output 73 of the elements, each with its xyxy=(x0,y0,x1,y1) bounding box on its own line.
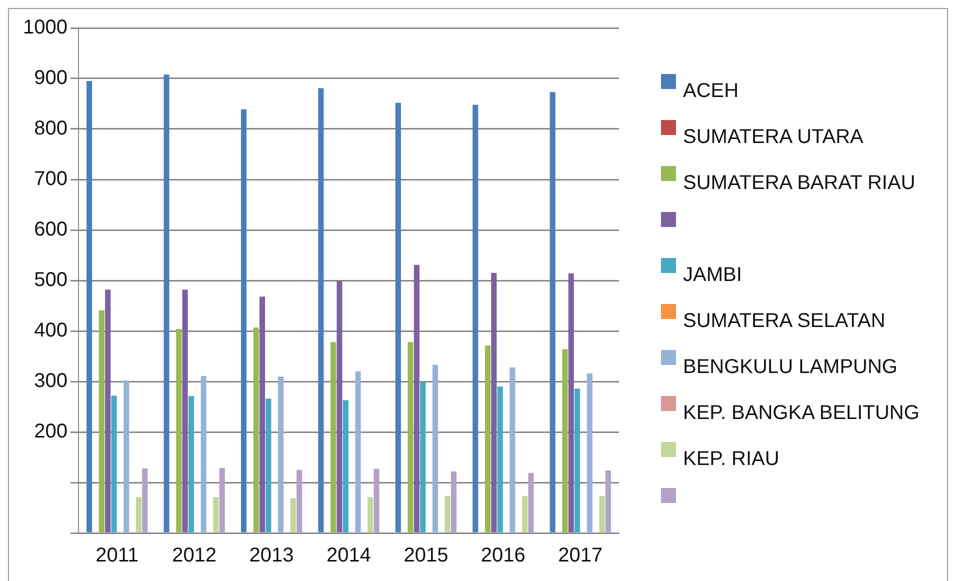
bar xyxy=(290,498,296,532)
bar xyxy=(444,496,450,532)
bar xyxy=(368,497,374,532)
bar xyxy=(98,310,104,532)
y-tick-label: 500 xyxy=(34,269,68,292)
legend-label: KEP. RIAU xyxy=(683,448,780,471)
bar xyxy=(219,468,225,532)
y-tick-label: 600 xyxy=(34,218,68,241)
y-tick-label: 800 xyxy=(34,118,68,140)
x-tick-label: 2015 xyxy=(404,544,448,567)
bar xyxy=(374,468,380,532)
bar xyxy=(266,398,272,532)
bar xyxy=(355,371,361,532)
bar xyxy=(574,388,580,532)
bar xyxy=(450,471,457,532)
bar xyxy=(528,472,534,532)
bar xyxy=(562,349,568,532)
bar xyxy=(342,400,348,532)
bar xyxy=(484,346,491,532)
bar xyxy=(318,88,324,532)
bar xyxy=(259,296,266,532)
bar xyxy=(136,497,142,532)
y-tick-label: 900 xyxy=(34,67,68,90)
bar xyxy=(522,496,528,532)
bar xyxy=(142,468,148,532)
x-tick-label: 2016 xyxy=(480,544,526,567)
legend-label: SUMATERA SELATAN xyxy=(683,310,886,333)
bar xyxy=(278,376,284,532)
bar xyxy=(176,328,182,532)
bar xyxy=(550,92,556,532)
bar xyxy=(599,496,605,532)
bar xyxy=(240,109,247,532)
x-tick-label: 2013 xyxy=(249,544,294,567)
bar xyxy=(182,290,188,532)
bar xyxy=(472,104,478,532)
y-tick-label: 700 xyxy=(34,168,68,190)
y-tick-label: 200 xyxy=(34,420,68,443)
bar xyxy=(568,273,574,532)
legend-label: SUMATERA UTARA xyxy=(683,126,864,149)
bar xyxy=(497,386,503,532)
bar xyxy=(188,396,194,532)
legend-label: KEP. BANGKA BELITUNG xyxy=(683,402,920,425)
bar xyxy=(164,74,170,532)
bar xyxy=(414,264,420,532)
legend-label: SUMATERA BARAT RIAU xyxy=(683,172,916,195)
bar xyxy=(586,373,592,532)
bar xyxy=(86,81,92,532)
bar xyxy=(330,342,336,532)
legend-label: BENGKULU LAMPUNG xyxy=(683,356,898,379)
y-tick-label: 400 xyxy=(34,320,68,342)
bar xyxy=(124,380,130,532)
bar xyxy=(420,382,426,532)
bar xyxy=(105,290,111,532)
bar xyxy=(336,281,342,532)
x-tick-label: 2017 xyxy=(558,544,603,567)
x-tick-label: 2014 xyxy=(326,544,371,567)
bar xyxy=(213,497,219,532)
legend-label: ACEH xyxy=(683,80,739,103)
x-tick-label: 2011 xyxy=(96,544,139,567)
bar xyxy=(253,327,259,532)
y-tick-label: 1000 xyxy=(22,16,68,39)
bar xyxy=(111,396,117,532)
bar xyxy=(491,272,497,532)
bar xyxy=(200,376,206,532)
legend-label: JAMBI xyxy=(683,264,742,287)
bar xyxy=(510,367,516,532)
bar xyxy=(605,470,611,532)
bar xyxy=(408,342,414,532)
bar xyxy=(432,364,438,532)
bar xyxy=(296,470,302,532)
x-tick-label: 2012 xyxy=(172,544,217,567)
bar xyxy=(395,102,401,532)
y-tick-label: 300 xyxy=(34,370,68,392)
